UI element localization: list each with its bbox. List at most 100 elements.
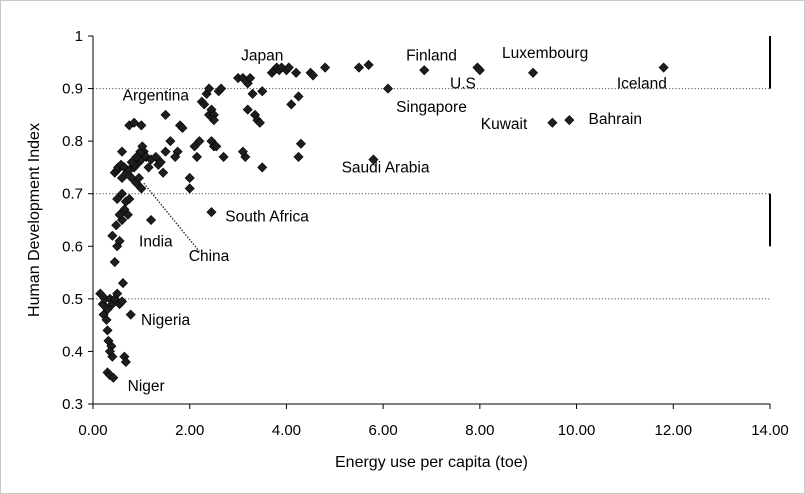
data-point [189,141,200,152]
data-point [363,59,374,70]
data-point [237,73,248,84]
annotation-u-s: U.S [450,76,476,93]
data-point [184,172,195,183]
data-point [291,67,302,78]
data-point [206,207,217,218]
data-point [112,193,123,204]
data-point [116,146,128,157]
data-point [136,183,147,194]
data-point [257,86,268,97]
data-point [160,146,171,157]
y-axis-title: Human Development Index [26,123,43,317]
data-point [276,62,287,73]
x-tick-label: 0.00 [78,422,107,439]
data-point [133,172,144,183]
data-point [177,122,188,134]
x-tick-label: 6.00 [369,422,398,439]
data-point [658,62,669,73]
y-tick-label: 0.3 [62,396,83,413]
data-point [158,167,169,178]
data-point [211,141,222,152]
x-tick-label: 12.00 [655,422,693,439]
annotation-saudi-arabia: Saudi Arabia [342,160,430,177]
data-point [245,73,256,84]
data-point [170,151,181,162]
annotation-india: India [139,233,173,250]
data-point [242,104,253,115]
data-point [126,172,137,183]
data-point [247,88,258,99]
data-point [191,151,202,162]
annotation-iceland: Iceland [617,76,667,93]
data-point [120,356,131,367]
annotation-niger: Niger [128,378,165,395]
data-point [126,157,137,168]
data-point [295,138,306,149]
data-point [286,99,297,110]
data-point [320,62,331,73]
data-point [111,220,122,231]
y-tick-label: 0.4 [62,343,83,360]
data-point [136,120,147,131]
data-point [155,157,166,168]
data-point [528,67,539,78]
annotation-south-africa: South Africa [225,209,309,226]
y-tick-label: 0.6 [62,238,83,255]
data-point [474,65,485,76]
x-tick-label: 10.00 [558,422,596,439]
x-tick-label: 14.00 [751,422,789,439]
data-point [218,151,229,162]
y-tick-label: 0.9 [62,81,83,98]
china-leader-line [143,182,200,252]
data-point [108,372,119,383]
data-point [129,117,140,128]
data-point [160,109,171,120]
data-point [114,209,125,220]
x-tick-label: 8.00 [465,422,494,439]
data-point [293,91,304,102]
data-point [208,115,219,126]
annotation-kuwait: Kuwait [481,116,528,133]
data-point [112,288,123,299]
data-point [257,162,268,173]
data-point [564,115,575,126]
data-point [102,325,113,336]
data-point [184,183,195,194]
data-point [216,83,227,94]
y-tick-label: 0.5 [62,291,83,308]
data-point [114,236,125,247]
annotation-nigeria: Nigeria [141,312,190,329]
annotation-luxembourg: Luxembourg [502,45,588,62]
x-axis-title: Energy use per capita (toe) [335,454,528,471]
data-point [204,83,215,94]
data-point [107,230,118,241]
data-point [122,209,133,220]
data-point [283,62,294,73]
data-point [143,162,154,173]
data-point [95,288,106,299]
data-point [104,346,115,357]
data-point [117,278,129,289]
data-point [254,117,265,128]
data-point [116,296,128,307]
data-point [194,136,205,147]
data-point [116,188,128,199]
y-tick-label: 1 [75,28,83,45]
annotation-singapore: Singapore [396,99,467,116]
y-tick-label: 0.7 [62,186,83,203]
data-point [124,193,135,204]
y-tick-label: 0.8 [62,133,83,150]
annotation-argentina: Argentina [123,88,190,105]
data-point [146,214,157,226]
data-point [368,154,379,165]
data-point [419,65,430,76]
annotation-finland: Finland [406,48,457,65]
data-point [353,62,364,73]
data-point [137,141,148,152]
data-point [547,117,558,128]
data-point [125,309,136,320]
x-tick-label: 4.00 [272,422,301,439]
data-point [109,257,120,268]
